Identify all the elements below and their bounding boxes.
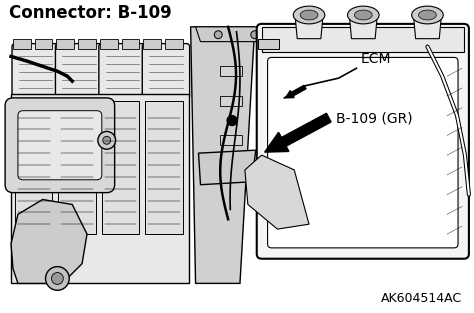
Polygon shape bbox=[220, 66, 242, 76]
Polygon shape bbox=[3, 4, 471, 313]
Circle shape bbox=[52, 273, 64, 285]
Ellipse shape bbox=[347, 6, 379, 24]
Polygon shape bbox=[143, 39, 161, 49]
Text: Connector: B-109: Connector: B-109 bbox=[9, 4, 172, 22]
Polygon shape bbox=[11, 94, 189, 283]
FancyBboxPatch shape bbox=[5, 98, 115, 192]
Polygon shape bbox=[100, 39, 118, 49]
Polygon shape bbox=[121, 39, 139, 49]
FancyBboxPatch shape bbox=[99, 44, 146, 99]
Circle shape bbox=[214, 31, 222, 39]
Polygon shape bbox=[414, 17, 441, 39]
FancyBboxPatch shape bbox=[268, 57, 458, 248]
Text: AK604514AC: AK604514AC bbox=[381, 292, 462, 305]
Ellipse shape bbox=[355, 10, 372, 20]
Circle shape bbox=[227, 115, 237, 126]
FancyBboxPatch shape bbox=[142, 44, 190, 99]
Ellipse shape bbox=[411, 6, 443, 24]
Ellipse shape bbox=[293, 6, 325, 24]
Polygon shape bbox=[220, 96, 242, 106]
Polygon shape bbox=[35, 39, 53, 49]
Polygon shape bbox=[258, 39, 280, 49]
Text: ECM: ECM bbox=[360, 52, 391, 66]
Circle shape bbox=[46, 267, 69, 290]
Ellipse shape bbox=[300, 10, 318, 20]
Polygon shape bbox=[199, 150, 256, 185]
Text: B-109 (GR): B-109 (GR) bbox=[336, 112, 412, 126]
Polygon shape bbox=[13, 39, 31, 49]
Polygon shape bbox=[295, 17, 323, 39]
Polygon shape bbox=[220, 136, 242, 145]
FancyBboxPatch shape bbox=[12, 44, 59, 99]
Polygon shape bbox=[102, 101, 139, 234]
Polygon shape bbox=[56, 39, 74, 49]
FancyBboxPatch shape bbox=[55, 44, 103, 99]
Circle shape bbox=[98, 131, 116, 149]
FancyArrow shape bbox=[285, 85, 306, 98]
Polygon shape bbox=[245, 155, 309, 229]
Polygon shape bbox=[145, 101, 183, 234]
Polygon shape bbox=[262, 27, 464, 52]
Polygon shape bbox=[58, 101, 96, 234]
Ellipse shape bbox=[419, 10, 437, 20]
FancyBboxPatch shape bbox=[18, 111, 102, 180]
Polygon shape bbox=[15, 101, 53, 234]
Polygon shape bbox=[196, 27, 274, 42]
Polygon shape bbox=[349, 17, 377, 39]
FancyArrow shape bbox=[264, 113, 331, 152]
Polygon shape bbox=[78, 39, 96, 49]
Circle shape bbox=[103, 136, 111, 144]
Circle shape bbox=[251, 31, 259, 39]
Polygon shape bbox=[11, 199, 87, 283]
Polygon shape bbox=[165, 39, 183, 49]
FancyBboxPatch shape bbox=[257, 24, 469, 259]
Polygon shape bbox=[191, 27, 255, 283]
